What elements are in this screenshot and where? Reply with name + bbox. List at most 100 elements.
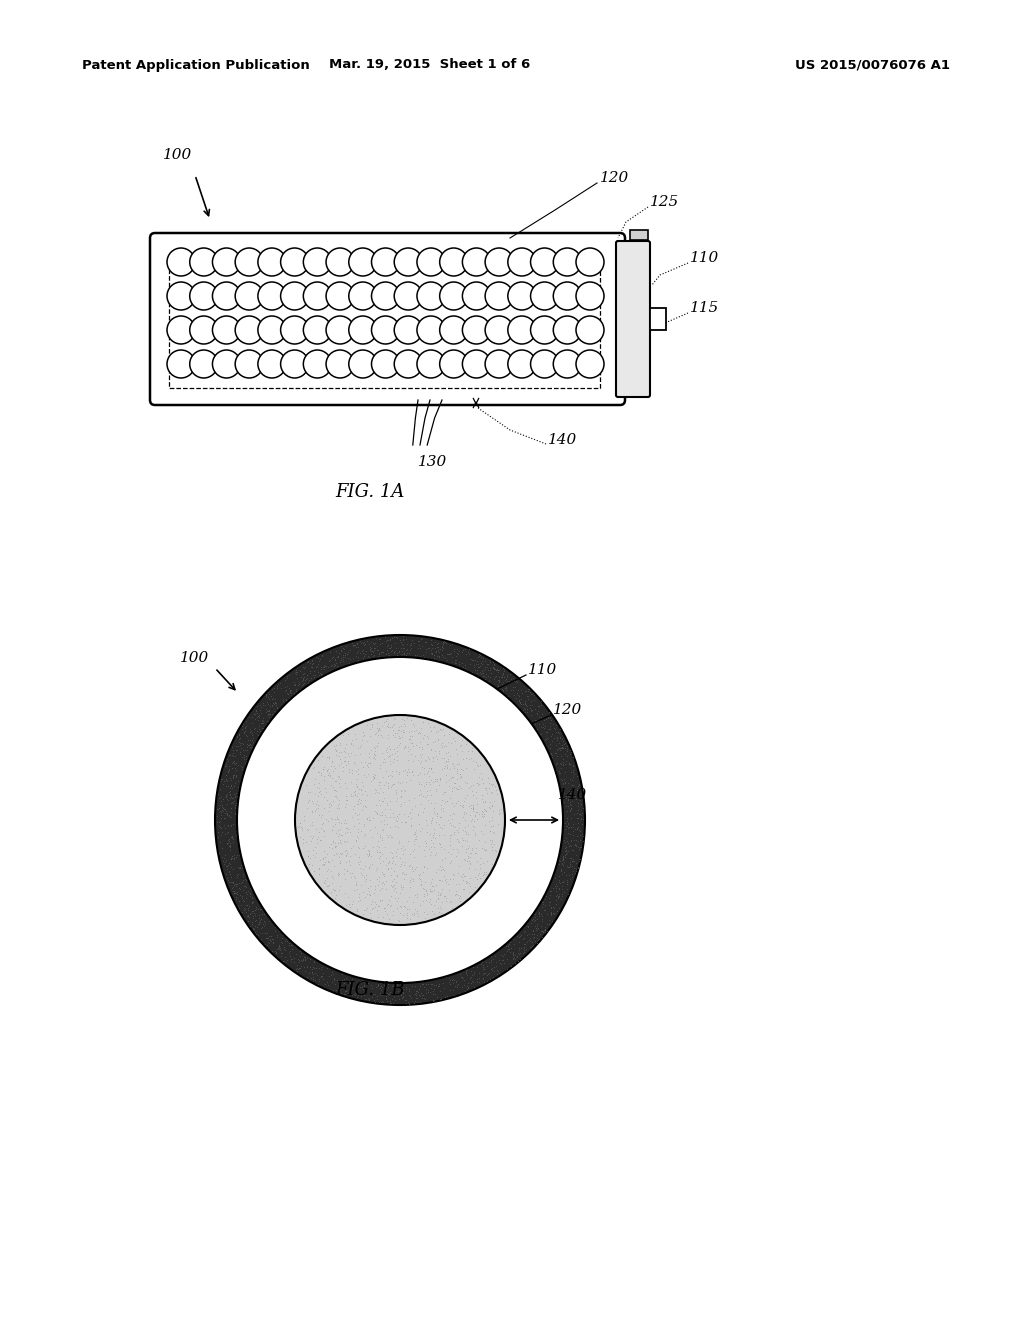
Point bbox=[441, 643, 458, 664]
Point bbox=[526, 911, 543, 932]
Point bbox=[362, 894, 379, 915]
Point bbox=[325, 964, 341, 985]
Point bbox=[409, 825, 425, 846]
Point bbox=[430, 884, 446, 906]
Point bbox=[362, 638, 379, 659]
Point bbox=[264, 688, 281, 709]
Point bbox=[364, 826, 380, 847]
Point bbox=[379, 709, 395, 730]
Point bbox=[381, 983, 397, 1005]
Point bbox=[331, 789, 347, 810]
Point bbox=[321, 974, 337, 995]
Point bbox=[377, 751, 393, 772]
Point bbox=[312, 830, 329, 851]
Point bbox=[375, 820, 391, 841]
Point bbox=[412, 645, 428, 667]
Point bbox=[330, 969, 346, 990]
Point bbox=[415, 727, 431, 748]
Point bbox=[478, 863, 495, 884]
Point bbox=[247, 911, 263, 932]
Point bbox=[382, 993, 398, 1014]
Point bbox=[321, 837, 337, 858]
Point bbox=[457, 639, 473, 660]
Point bbox=[558, 751, 574, 772]
Point bbox=[304, 969, 321, 990]
Point bbox=[397, 977, 414, 998]
Point bbox=[225, 746, 242, 767]
Point bbox=[228, 888, 245, 909]
Point bbox=[431, 807, 447, 828]
Point bbox=[295, 949, 311, 970]
Point bbox=[299, 818, 315, 840]
Point bbox=[372, 983, 388, 1005]
Point bbox=[499, 948, 515, 969]
Point bbox=[220, 756, 237, 777]
Point bbox=[367, 801, 383, 822]
Point bbox=[562, 768, 579, 789]
Circle shape bbox=[417, 315, 445, 345]
Point bbox=[550, 887, 566, 908]
Point bbox=[370, 975, 386, 997]
Point bbox=[423, 721, 439, 742]
Point bbox=[306, 861, 323, 882]
Circle shape bbox=[258, 315, 286, 345]
Point bbox=[473, 763, 489, 784]
Point bbox=[548, 880, 564, 902]
Point bbox=[331, 746, 347, 767]
Point bbox=[404, 871, 421, 892]
Point bbox=[527, 713, 544, 734]
Point bbox=[334, 969, 350, 990]
Point bbox=[384, 989, 400, 1010]
Point bbox=[415, 743, 431, 764]
Point bbox=[404, 735, 421, 756]
Point bbox=[395, 760, 412, 781]
Point bbox=[251, 908, 267, 929]
Point bbox=[425, 747, 441, 768]
Point bbox=[537, 921, 553, 942]
Point bbox=[305, 969, 322, 990]
Point bbox=[463, 649, 479, 671]
Point bbox=[401, 643, 418, 664]
Circle shape bbox=[575, 282, 604, 310]
Point bbox=[516, 933, 532, 954]
Point bbox=[566, 785, 583, 807]
Point bbox=[497, 678, 513, 700]
Point bbox=[267, 940, 284, 961]
Circle shape bbox=[349, 315, 377, 345]
Point bbox=[328, 809, 344, 830]
Point bbox=[228, 845, 245, 866]
Point bbox=[330, 766, 346, 787]
Point bbox=[383, 744, 399, 766]
Point bbox=[534, 906, 550, 927]
Point bbox=[480, 962, 497, 983]
Point bbox=[522, 698, 539, 719]
Point bbox=[485, 655, 502, 676]
Point bbox=[364, 717, 380, 738]
Point bbox=[556, 737, 572, 758]
Point bbox=[374, 983, 390, 1005]
Point bbox=[220, 828, 237, 849]
Point bbox=[499, 671, 515, 692]
Point bbox=[315, 756, 332, 777]
Point bbox=[421, 878, 437, 899]
Point bbox=[460, 846, 476, 867]
Point bbox=[339, 817, 355, 838]
Point bbox=[317, 851, 334, 873]
Point bbox=[321, 851, 337, 873]
Point bbox=[474, 952, 490, 973]
Point bbox=[234, 733, 251, 754]
Point bbox=[333, 752, 349, 774]
Point bbox=[345, 635, 361, 656]
Point bbox=[451, 874, 467, 895]
Point bbox=[441, 828, 458, 849]
Point bbox=[356, 796, 373, 817]
Point bbox=[423, 640, 439, 661]
Point bbox=[281, 664, 297, 685]
Point bbox=[569, 808, 586, 829]
Point bbox=[457, 981, 473, 1002]
Point bbox=[261, 696, 278, 717]
Point bbox=[438, 891, 455, 912]
Point bbox=[212, 810, 228, 832]
Point bbox=[563, 762, 580, 783]
Point bbox=[300, 841, 316, 862]
